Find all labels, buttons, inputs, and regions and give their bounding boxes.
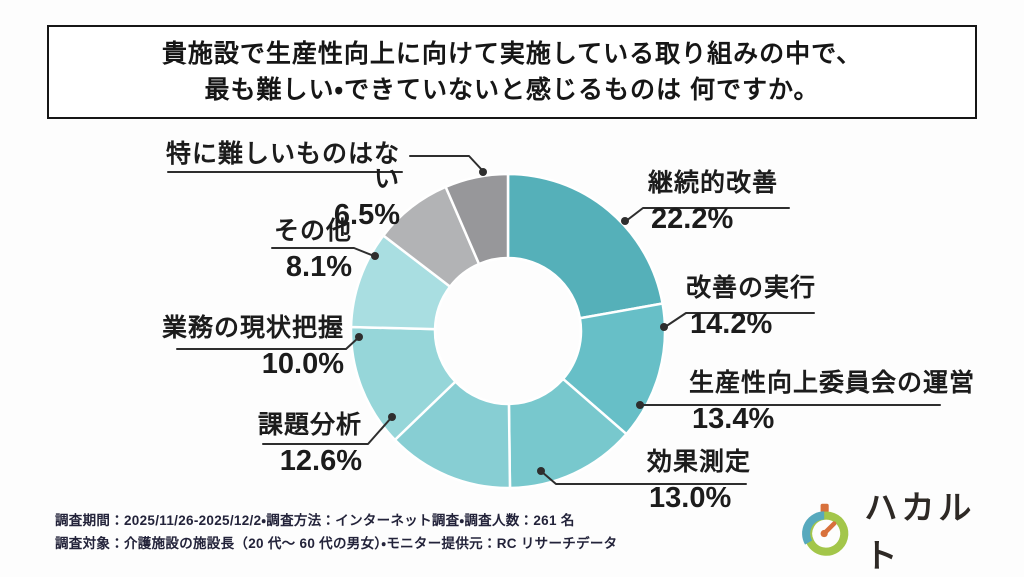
label-other-name: その他: [273, 217, 352, 245]
question-title-line-1: 貴施設で生産性向上に向けて実施している取り組みの中で、: [161, 40, 863, 68]
leader-effect-measurement: [541, 471, 747, 485]
leader-dots: [355, 168, 668, 475]
donut-slice-0: [506, 172, 664, 320]
dot-continuous-improvement: [621, 217, 629, 225]
label-continuous-improvement: 継続的改善 22.2%: [648, 171, 778, 234]
question-title-line-2: 最も難しい・できていないと感じるものは 何ですか。: [204, 76, 820, 104]
leader-other: [271, 247, 375, 257]
brand-logo-text: ハカルト: [864, 489, 976, 574]
label-improvement-execution-pct: 14.2%: [690, 308, 773, 340]
dot-effect-measurement: [537, 467, 545, 475]
label-issue-analysis: 課題分析 12.6%: [202, 413, 362, 476]
label-effect-measurement-pct: 13.0%: [649, 482, 732, 514]
label-current-state: 業務の現状把握 10.0%: [124, 316, 344, 379]
label-committee-operation: 生産性向上委員会の運営 13.4%: [689, 371, 975, 434]
label-nothing-difficult-pct: 6.5%: [333, 199, 400, 231]
leader-current-state: [176, 337, 359, 350]
label-effect-measurement-name: 効果測定: [647, 448, 752, 476]
donut-slice-7: [444, 172, 510, 266]
label-current-state-name: 業務の現状把握: [161, 314, 344, 342]
label-nothing-difficult: 特に難しいものはない 6.5%: [150, 142, 400, 230]
dot-other: [371, 252, 379, 260]
dot-issue-analysis: [388, 413, 396, 421]
label-committee-operation-pct: 13.4%: [692, 403, 775, 435]
leader-lines: [167, 155, 941, 485]
label-committee-operation-name: 生産性向上委員会の運営: [689, 369, 976, 397]
leader-improvement-execution: [664, 312, 815, 328]
dot-nothing-difficult: [479, 168, 487, 176]
label-other: その他 8.1%: [192, 219, 352, 282]
question-title-box: 貴施設で生産性向上に向けて実施している取り組みの中で、 最も難しい・できていない…: [47, 25, 977, 119]
label-other-pct: 8.1%: [285, 251, 352, 283]
label-continuous-improvement-name: 継続的改善: [648, 169, 779, 197]
survey-note-line-1: 調査期間：2025/11/26-2025/12/2・調査方法：インターネット調査…: [55, 513, 575, 528]
dot-improvement-execution: [660, 323, 668, 331]
label-effect-measurement: 効果測定 13.0%: [647, 450, 751, 513]
leader-continuous-improvement: [625, 207, 790, 222]
dot-committee-operation: [636, 401, 644, 409]
label-current-state-pct: 10.0%: [261, 348, 344, 380]
stopwatch-icon: [802, 503, 849, 556]
label-continuous-improvement-pct: 22.2%: [651, 203, 734, 235]
label-issue-analysis-pct: 12.6%: [279, 445, 362, 477]
label-issue-analysis-name: 課題分析: [257, 411, 362, 439]
leader-issue-analysis: [262, 417, 392, 445]
label-improvement-execution-name: 改善の実行: [686, 274, 817, 302]
survey-note-line-2: 調査対象：介護施設の施設長（20 代〜 60 代の男女）・モニター提供元：RC …: [55, 536, 618, 551]
dot-current-state: [355, 333, 363, 341]
brand-logo: ハカルト: [798, 489, 998, 574]
label-improvement-execution: 改善の実行 14.2%: [686, 276, 816, 339]
leader-nothing-difficult: [409, 155, 483, 171]
survey-notes: 調査期間：2025/11/26-2025/12/2・調査方法：インターネット調査…: [55, 509, 617, 555]
label-nothing-difficult-name: 特に難しいものはない: [165, 140, 400, 193]
